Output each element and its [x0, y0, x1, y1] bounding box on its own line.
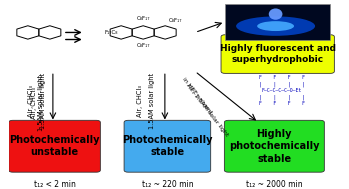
Text: |    |    |    |: | | | | — [259, 95, 305, 100]
FancyBboxPatch shape — [9, 120, 101, 172]
Text: C₈F₁₇: C₈F₁₇ — [169, 18, 182, 22]
Text: Air, 1.5AM solar light: Air, 1.5AM solar light — [185, 83, 229, 137]
Text: 1.5AM solar light: 1.5AM solar light — [149, 73, 155, 129]
Ellipse shape — [257, 21, 294, 31]
Text: Highly fluorescent and
superhydrophobic: Highly fluorescent and superhydrophobic — [220, 44, 336, 64]
Text: C₈F₁₇: C₈F₁₇ — [136, 16, 150, 21]
Text: F    F    F    F: F F F F — [259, 101, 305, 106]
FancyBboxPatch shape — [221, 35, 334, 73]
Text: |    |    |    |: | | | | — [259, 82, 305, 87]
Bar — [225, 4, 331, 40]
Text: t₁₂ < 2 min: t₁₂ < 2 min — [34, 180, 75, 189]
Text: Air, CHCl₃
1.5AM solar light: Air, CHCl₃ 1.5AM solar light — [31, 75, 44, 131]
Text: Air, CHCl₃: Air, CHCl₃ — [137, 85, 143, 117]
Text: Photochemically
stable: Photochemically stable — [122, 135, 213, 157]
Text: F₁₇C₈: F₁₇C₈ — [104, 30, 118, 35]
Text: F    F    F    F: F F F F — [259, 75, 305, 80]
FancyBboxPatch shape — [224, 120, 324, 172]
Text: Photochemically
unstable: Photochemically unstable — [9, 135, 100, 157]
Text: Air, CHCl₃: Air, CHCl₃ — [28, 85, 34, 117]
Text: C₈F₁₇: C₈F₁₇ — [136, 43, 150, 48]
Text: in HFE solvent,: in HFE solvent, — [182, 76, 215, 116]
Text: F‒C‒C‒C‒C‒O‒Et: F‒C‒C‒C‒C‒O‒Et — [262, 88, 302, 93]
Text: t₁₂ ~ 220 min: t₁₂ ~ 220 min — [142, 180, 193, 189]
FancyBboxPatch shape — [124, 120, 211, 172]
Text: Highly
photochemically
stable: Highly photochemically stable — [229, 129, 320, 164]
Text: 1.5AM solar light: 1.5AM solar light — [40, 73, 46, 129]
Ellipse shape — [236, 16, 315, 36]
Ellipse shape — [269, 9, 282, 20]
Text: t₁₂ ~ 2000 min: t₁₂ ~ 2000 min — [246, 180, 303, 189]
